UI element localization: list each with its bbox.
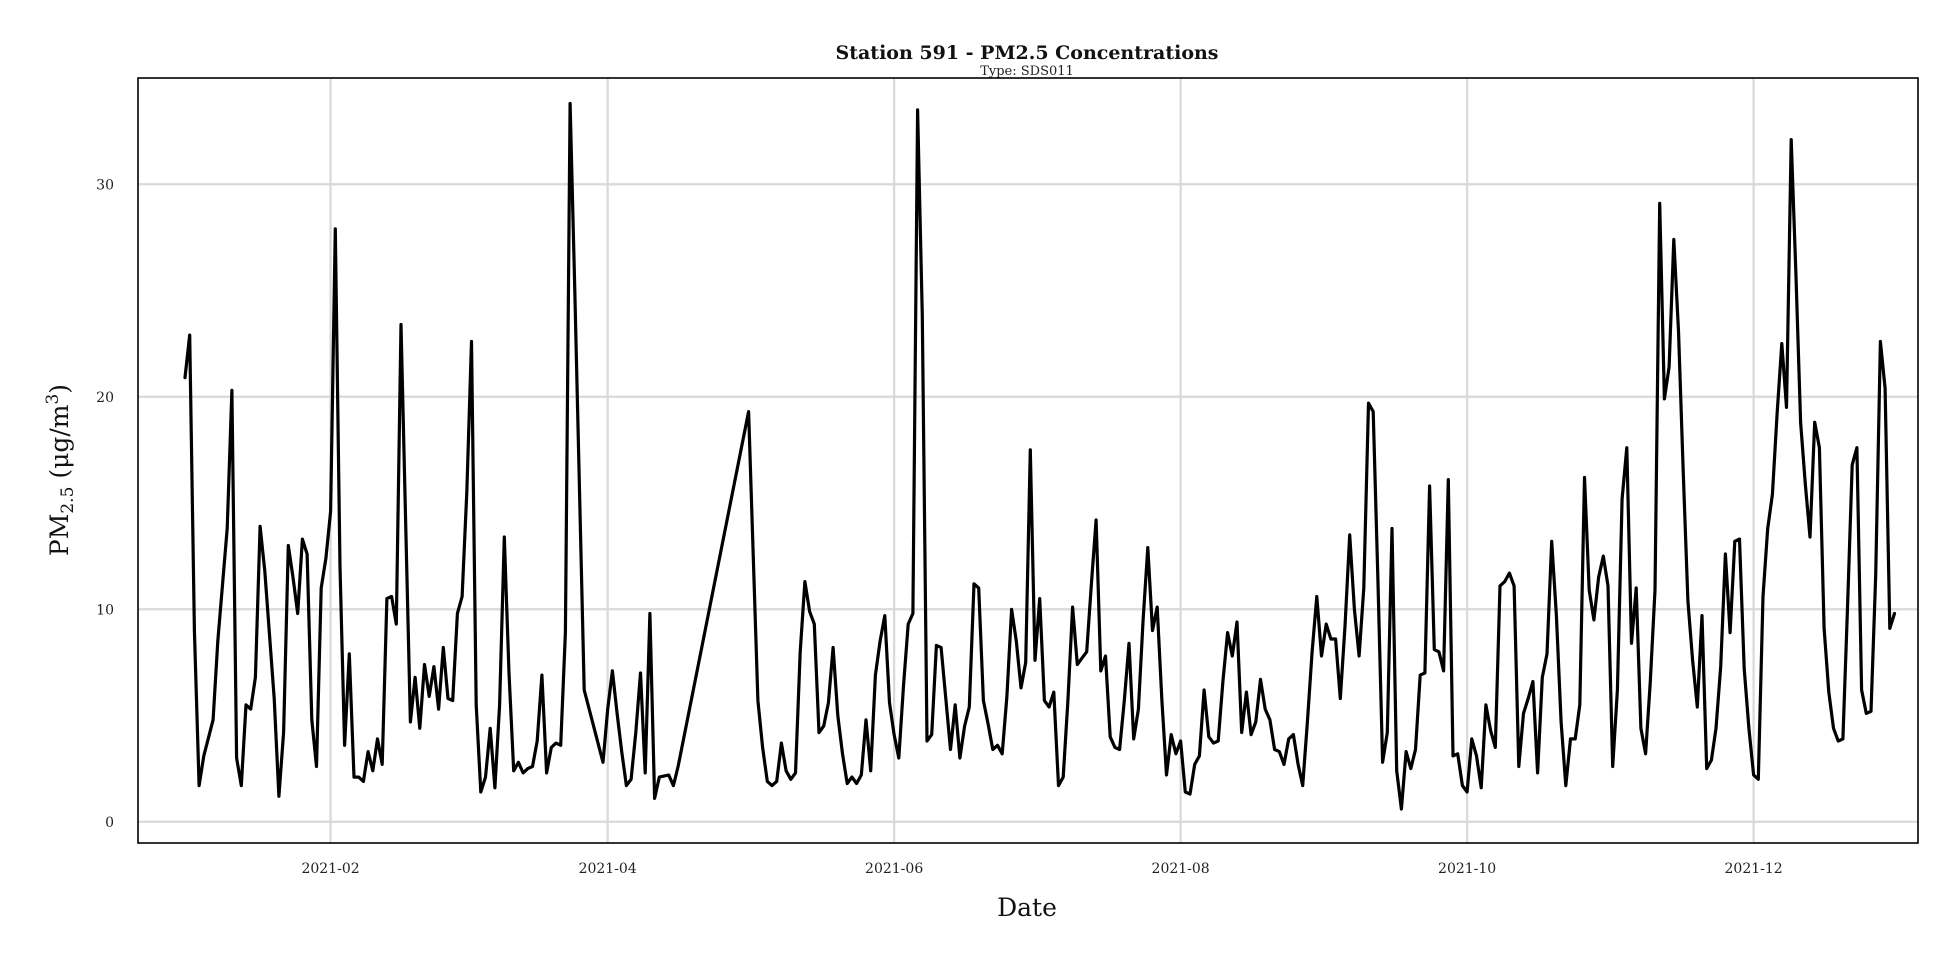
y-axis-label-superscript: 3	[43, 394, 63, 405]
x-tick-label: 2021-06	[865, 861, 923, 877]
x-axis-ticks: 2021-02 2021-04 2021-06 2021-08 2021-10 2021-…	[301, 861, 1782, 877]
x-tick-label: 2021-12	[1725, 861, 1783, 877]
y-tick-label: 0	[105, 815, 114, 831]
pm25-series-line	[183, 101, 1897, 811]
y-tick-label: 10	[96, 602, 114, 618]
y-axis-label-base: PM	[45, 514, 74, 556]
y-axis-label-unit-open: (μg/m	[45, 404, 74, 486]
x-tick-label: 2021-04	[579, 861, 637, 877]
plot-frame	[137, 77, 1919, 844]
series-layer	[183, 101, 1897, 811]
x-tick-label: 2021-08	[1152, 861, 1210, 877]
y-axis-label-unit-close: )	[45, 384, 74, 394]
x-tick-label: 2021-02	[301, 861, 359, 877]
chart-subtitle: Type: SDS011	[980, 64, 1074, 79]
y-axis-label: PM2.5 (μg/m3)	[43, 384, 78, 556]
x-tick-label: 2021-10	[1438, 861, 1496, 877]
x-axis-label: Date	[997, 893, 1057, 922]
y-tick-label: 30	[96, 177, 114, 193]
y-axis-ticks: 0 10 20 30	[96, 177, 114, 831]
chart-title: Station 591 - PM2.5 Concentrations	[835, 42, 1218, 64]
y-axis-label-subscript: 2.5	[58, 487, 78, 514]
y-tick-label: 20	[96, 390, 114, 406]
